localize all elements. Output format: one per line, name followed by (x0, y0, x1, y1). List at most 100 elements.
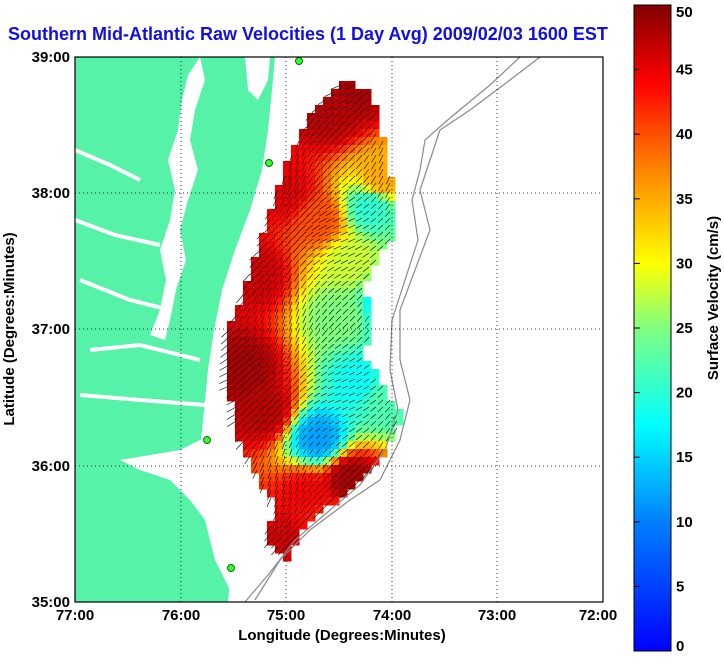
velocity-arrow (298, 238, 307, 246)
velocity-arrow (241, 371, 251, 380)
heatmap-cell (347, 385, 356, 394)
heatmap-cell (299, 257, 308, 266)
velocity-arrow (285, 224, 293, 233)
velocity-arrow (377, 210, 384, 217)
velocity-arrow (220, 336, 230, 345)
velocity-arrow (234, 413, 244, 421)
velocity-arrow (285, 245, 293, 254)
heatmap-cell (331, 257, 340, 266)
y-tick-label: 38:00 (32, 185, 70, 202)
velocity-arrow (288, 476, 293, 487)
velocity-arrow (241, 378, 251, 386)
heatmap-cell (259, 305, 268, 314)
velocity-arrow (236, 329, 244, 339)
heatmap-cell (363, 169, 372, 178)
velocity-arrow (313, 385, 321, 391)
velocity-arrow (267, 476, 272, 487)
heatmap-cell (363, 105, 372, 114)
velocity-arrow (334, 154, 342, 163)
velocity-arrow (348, 224, 356, 229)
heatmap-cell (347, 289, 356, 298)
heatmap-cell (275, 201, 284, 210)
heatmap-cell (275, 449, 284, 458)
velocity-arrow (348, 385, 356, 389)
heatmap-cell (251, 345, 260, 354)
velocity-arrow (384, 231, 391, 238)
velocity-arrow (368, 119, 377, 128)
velocity-arrow (285, 238, 293, 247)
velocity-arrow (314, 413, 321, 418)
velocity-arrow (328, 294, 335, 301)
heatmap-cell (267, 241, 276, 250)
velocity-arrow (301, 287, 307, 296)
velocity-arrow (319, 497, 328, 506)
heatmap-cell (251, 257, 260, 266)
velocity-arrow (356, 154, 363, 162)
heatmap-cell (283, 385, 292, 394)
heatmap-cell (331, 465, 340, 474)
heatmap-cell (291, 161, 300, 170)
heatmap-cell (267, 529, 276, 538)
heatmap-cell (291, 441, 300, 450)
heatmap-cell (379, 209, 388, 218)
velocity-arrow (327, 280, 335, 287)
heatmap-cell (347, 217, 356, 226)
velocity-arrow (356, 434, 363, 441)
velocity-arrow (241, 420, 251, 429)
velocity-arrow (280, 343, 286, 353)
heatmap-cell (307, 337, 316, 346)
heatmap-cell (275, 505, 284, 514)
heatmap-cell (339, 129, 348, 138)
heatmap-cell (315, 337, 324, 346)
y-tick-label: 36:00 (32, 458, 70, 475)
velocity-arrow (307, 406, 314, 412)
heatmap-cell (315, 289, 324, 298)
velocity-arrow (285, 385, 293, 394)
velocity-arrow (334, 168, 342, 176)
velocity-arrow (341, 203, 349, 209)
heatmap-cell (291, 433, 300, 442)
heatmap-cell (235, 425, 244, 434)
velocity-arrow (316, 448, 321, 454)
heatmap-cell (331, 233, 340, 242)
velocity-arrow (348, 175, 356, 183)
velocity-arrow (311, 238, 321, 245)
velocity-arrow (313, 147, 321, 157)
velocity-arrow (300, 189, 307, 199)
heatmap-cell (355, 137, 364, 146)
velocity-arrow (313, 175, 321, 184)
heatmap-cell (339, 89, 348, 98)
heatmap-cell (315, 265, 324, 274)
velocity-arrow (362, 266, 370, 273)
velocity-arrow (278, 385, 286, 395)
heatmap-cell (275, 457, 284, 466)
velocity-arrow (328, 420, 335, 425)
velocity-arrow (309, 441, 314, 447)
velocity-arrow (347, 455, 356, 464)
velocity-arrow (325, 112, 335, 120)
velocity-arrow (278, 406, 286, 416)
velocity-arrow (219, 364, 230, 371)
velocity-arrow (313, 133, 321, 143)
heatmap-cell (227, 369, 236, 378)
velocity-arrow (273, 497, 279, 508)
velocity-arrow (285, 378, 293, 387)
heatmap-cell (267, 273, 276, 282)
velocity-arrow (313, 483, 321, 493)
velocity-arrow (341, 266, 349, 272)
velocity-arrow (369, 245, 377, 251)
velocity-arrow (384, 238, 391, 245)
velocity-arrow (219, 371, 230, 378)
heatmap-cell (323, 465, 332, 474)
y-tick-label: 37:00 (32, 321, 70, 338)
velocity-arrow (241, 392, 251, 400)
velocity-arrow (371, 168, 377, 177)
velocity-arrow (272, 196, 279, 207)
velocity-arrow (242, 350, 251, 360)
heatmap-cell (339, 345, 348, 354)
velocity-arrow (328, 322, 335, 329)
velocity-arrow (256, 406, 265, 415)
velocity-arrow (267, 469, 272, 479)
velocity-arrow (282, 315, 286, 325)
heatmap-cell (371, 401, 380, 410)
